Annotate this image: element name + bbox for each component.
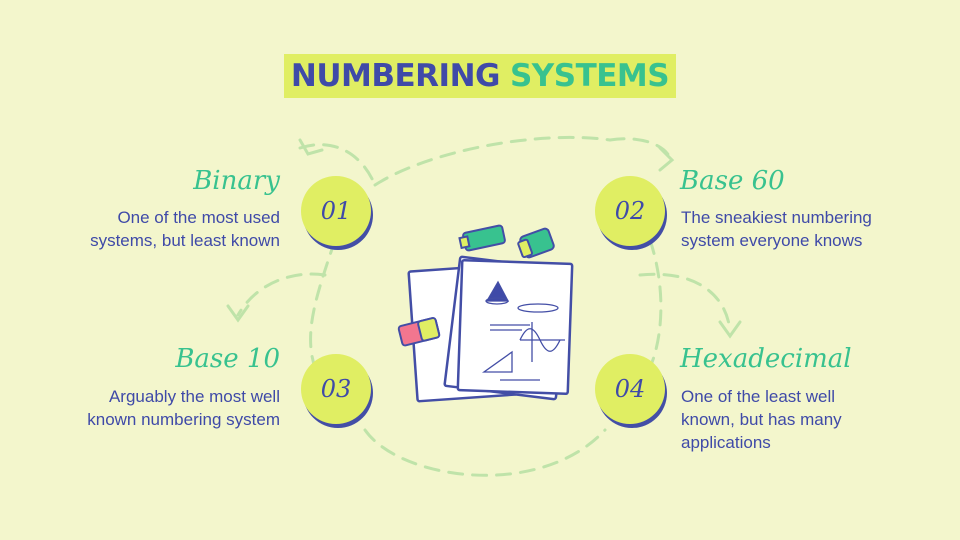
number-badge-02: 02	[595, 176, 665, 246]
tape-icon	[517, 227, 555, 259]
number-badge-01: 01	[301, 176, 371, 246]
item-heading-base-10: Base 10	[175, 344, 280, 374]
item-heading-hexadecimal: Hexadecimal	[680, 344, 852, 374]
badge-number: 04	[614, 375, 646, 403]
title-part-2: SYSTEMS	[509, 58, 670, 94]
badge-number: 01	[320, 197, 352, 225]
arrow-head-icon	[298, 138, 324, 156]
badge-number: 02	[614, 197, 646, 225]
item-description-binary: One of the most used systems, but least …	[90, 208, 280, 250]
arrow-head-icon	[226, 304, 250, 323]
item-description-hexadecimal: One of the least well known, but has man…	[681, 387, 842, 452]
highlighter-icon	[458, 224, 506, 252]
item-description-base-60: The sneakiest numbering system everyone …	[681, 208, 872, 250]
badge-number: 03	[320, 375, 352, 403]
number-badge-04: 04	[595, 354, 665, 424]
item-heading-binary: Binary	[193, 166, 280, 196]
title-part-1: NUMBERING	[290, 58, 501, 94]
arrow-head-icon	[658, 146, 675, 172]
page-title: NUMBERING SYSTEMS	[284, 54, 676, 98]
item-heading-base-60: Base 60	[680, 166, 785, 196]
eraser-icon	[397, 317, 441, 347]
number-badge-03: 03	[301, 354, 371, 424]
item-description-base-10: Arguably the most well known numbering s…	[87, 387, 280, 429]
arrow-head-icon	[718, 320, 742, 339]
